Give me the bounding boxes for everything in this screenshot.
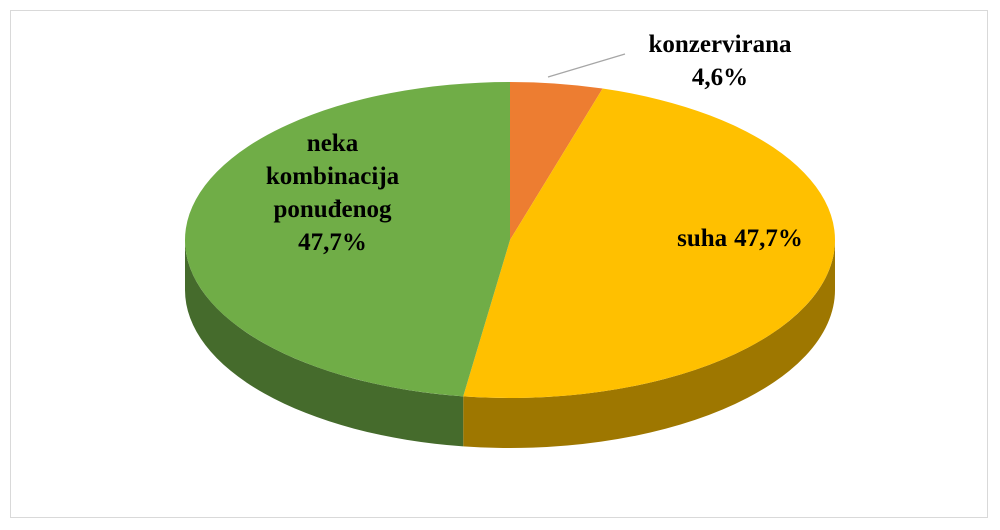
data-label: neka kombinacija ponuđenog 47,7% (250, 127, 415, 259)
pie-slice (463, 88, 835, 398)
value-label: 47,7% (298, 229, 367, 256)
pie-side (463, 240, 835, 448)
pie-side (185, 240, 464, 447)
data-label: suha 47,7% (640, 222, 840, 255)
category-label: konzervirana (648, 31, 792, 58)
value-label: 47,7% (734, 225, 803, 252)
data-label: konzervirana 4,6% (620, 28, 820, 94)
chart-frame (10, 10, 988, 518)
category-label: suha (677, 225, 728, 252)
pie-slice (185, 82, 510, 397)
value-label: 4,6% (691, 64, 749, 91)
leader-line (547, 53, 626, 78)
category-label: neka kombinacija ponuđenog (265, 130, 400, 223)
pie-slice (510, 82, 603, 240)
